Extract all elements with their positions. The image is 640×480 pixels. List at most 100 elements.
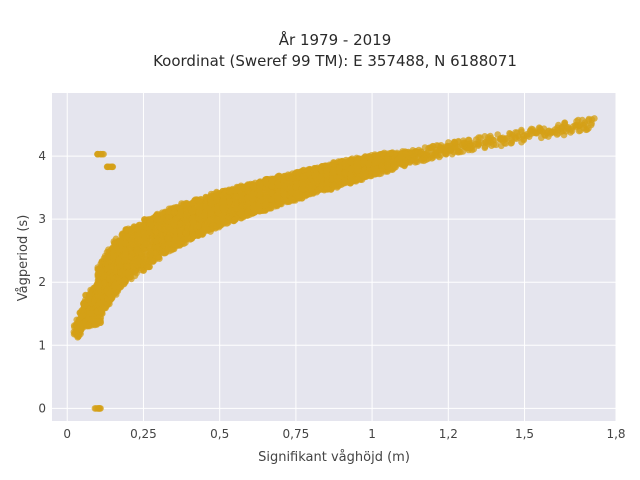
data-point [250, 183, 257, 190]
data-point [195, 222, 202, 230]
data-point [226, 198, 233, 205]
data-point [396, 158, 404, 166]
data-point [207, 210, 215, 217]
data-point [365, 160, 373, 168]
data-point [133, 246, 141, 254]
data-point [122, 257, 129, 264]
chart-subtitle: Koordinat (Sweref 99 TM): E 357488, N 61… [153, 52, 517, 70]
data-point [158, 209, 166, 216]
data-point [360, 157, 368, 165]
data-point [201, 212, 208, 219]
data-point [554, 130, 562, 137]
data-point [513, 135, 520, 142]
data-point [255, 204, 263, 211]
data-point [128, 237, 135, 244]
x-axis-label: Signifikant våghöjd (m) [258, 450, 410, 465]
data-point [159, 237, 166, 244]
data-point [219, 204, 226, 212]
data-point [213, 188, 220, 196]
data-point [143, 263, 151, 271]
x-tick-label: 1,5 [515, 427, 534, 441]
data-point [275, 172, 283, 180]
data-point [109, 163, 117, 171]
data-point [188, 199, 196, 207]
data-point [96, 405, 103, 412]
data-point [170, 209, 178, 216]
data-point [451, 138, 458, 146]
data-point [384, 163, 391, 170]
data-point [147, 221, 155, 228]
data-point [347, 171, 354, 179]
data-point [465, 136, 473, 144]
data-point [221, 218, 229, 225]
data-point [475, 134, 482, 141]
data-point [133, 237, 141, 245]
x-axis-ticks: 0 0,25 0,5 0,75 1 1,2 1,5 1,8 [63, 427, 625, 441]
data-point [208, 217, 216, 224]
y-tick-label: 2 [38, 275, 46, 289]
data-point [256, 187, 264, 194]
data-point [263, 194, 270, 201]
x-tick-label: 0,25 [130, 427, 157, 441]
data-point [183, 200, 191, 207]
data-point [281, 191, 288, 198]
x-tick-label: 1,2 [439, 427, 458, 441]
y-axis-label: Vågperiod (s) [16, 215, 31, 302]
data-point [434, 152, 441, 159]
data-point [422, 156, 430, 164]
x-tick-label: 0,75 [283, 427, 310, 441]
data-point [502, 140, 510, 147]
data-point [311, 164, 319, 172]
data-point [421, 144, 429, 151]
data-point [441, 150, 449, 157]
data-point [127, 226, 135, 234]
data-point [140, 231, 148, 238]
data-point [104, 163, 112, 171]
data-point [141, 216, 148, 223]
data-point [475, 140, 483, 148]
data-point [490, 141, 498, 148]
data-point [508, 139, 515, 147]
data-point [292, 183, 300, 191]
data-point [244, 208, 252, 216]
data-point [152, 215, 160, 222]
data-point [518, 126, 525, 134]
data-point [503, 135, 511, 142]
data-point [189, 219, 197, 227]
data-point [347, 166, 355, 173]
data-point [353, 176, 361, 183]
data-point [323, 167, 330, 174]
y-tick-label: 4 [38, 149, 46, 163]
x-tick-label: 0 [63, 427, 71, 441]
y-tick-label: 0 [38, 401, 46, 415]
data-point [146, 258, 153, 265]
data-point [116, 284, 123, 292]
data-point [347, 177, 355, 185]
data-point [549, 128, 557, 136]
data-point [487, 134, 495, 142]
data-point [97, 150, 104, 158]
data-point [402, 150, 409, 158]
data-point [373, 169, 381, 177]
data-point [561, 119, 569, 126]
data-point [257, 180, 264, 188]
data-point [470, 145, 478, 153]
data-point [525, 133, 533, 140]
data-point [171, 222, 179, 229]
data-point [164, 234, 172, 242]
data-point [238, 210, 245, 218]
data-point [263, 189, 270, 197]
data-point [304, 166, 312, 174]
data-point [402, 160, 409, 168]
x-tick-label: 1 [368, 427, 376, 441]
data-point [122, 250, 129, 257]
data-point [353, 162, 361, 170]
data-point [207, 196, 215, 204]
data-point [427, 144, 435, 151]
data-point [568, 127, 576, 135]
data-points [70, 115, 598, 412]
data-point [347, 158, 355, 166]
data-point [262, 201, 270, 209]
